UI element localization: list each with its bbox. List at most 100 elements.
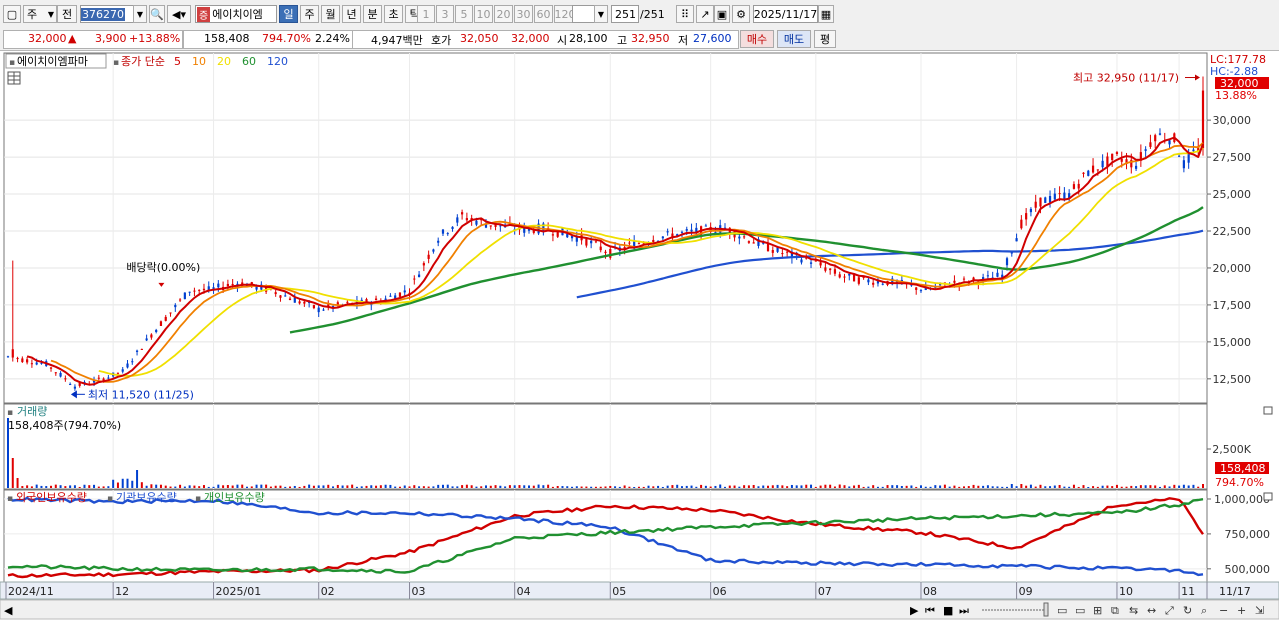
candle-body bbox=[336, 302, 339, 305]
sound-icon[interactable]: ◀▾ bbox=[167, 5, 191, 23]
candle-body bbox=[73, 386, 77, 389]
prev-button[interactable]: 전 bbox=[57, 5, 77, 23]
interval-button-3[interactable]: 3 bbox=[436, 5, 454, 23]
candle-body bbox=[757, 239, 760, 246]
volume-bar bbox=[585, 486, 588, 488]
high-price: 32,950 bbox=[631, 32, 670, 45]
volume-box: 158,408 794.70% 2.24% bbox=[183, 30, 353, 49]
candle-body bbox=[446, 233, 449, 235]
code-dropdown-button[interactable]: ▼ bbox=[133, 5, 147, 23]
buy-button[interactable]: 매수 bbox=[740, 30, 774, 48]
volume-bar bbox=[652, 486, 655, 488]
volume-bar bbox=[977, 485, 980, 488]
volume-bar bbox=[1130, 485, 1133, 488]
volume-bar bbox=[451, 486, 454, 488]
date-value: 2025/11/17 bbox=[753, 7, 818, 21]
tab-period-2[interactable]: 월 bbox=[321, 5, 340, 23]
holdings-legend-1: 기관보유수량 bbox=[116, 491, 177, 504]
sell-button[interactable]: 매도 bbox=[777, 30, 811, 48]
candle-body bbox=[661, 236, 664, 239]
volume-bar bbox=[26, 485, 29, 488]
volume-bar bbox=[370, 485, 373, 488]
x-axis-label: 11/17 bbox=[1219, 585, 1251, 598]
interval-button-20[interactable]: 20 bbox=[494, 5, 513, 23]
pct-badge: 13.88% bbox=[1215, 89, 1257, 102]
volume-bar bbox=[1101, 485, 1104, 488]
view-tool-icon-4: ⇆ bbox=[1129, 604, 1138, 617]
eval-button[interactable]: 평 bbox=[814, 30, 836, 48]
volume-bar bbox=[1015, 486, 1018, 488]
candle-body bbox=[35, 362, 38, 365]
volume-bar bbox=[422, 486, 425, 488]
candle-body bbox=[116, 372, 120, 374]
volume-bar bbox=[1029, 484, 1032, 488]
volume-bar bbox=[795, 485, 798, 488]
volume-bar bbox=[217, 484, 220, 488]
x-axis-label: 12 bbox=[115, 585, 129, 598]
interval-button-120[interactable]: 120 bbox=[554, 5, 576, 23]
candle-body bbox=[69, 384, 72, 386]
candle-body bbox=[532, 229, 535, 233]
volume-bar bbox=[1120, 486, 1123, 488]
volume-bar bbox=[212, 486, 215, 488]
interval-button-60[interactable]: 60 bbox=[534, 5, 553, 23]
volume-bar bbox=[590, 486, 593, 488]
holdings-tick-label: 1,000,000 bbox=[1214, 493, 1270, 506]
hc-label: HC:-2.88 bbox=[1210, 65, 1258, 78]
stock-name-field[interactable]: 증 에이치이엠 bbox=[195, 5, 277, 23]
interval-button-10[interactable]: 10 bbox=[474, 5, 493, 23]
holdings-line-1 bbox=[7, 496, 1204, 577]
interval-button-1[interactable]: 1 bbox=[417, 5, 435, 23]
volume-bar bbox=[680, 486, 683, 488]
price-tick-label: 17,500 bbox=[1213, 299, 1252, 312]
draw-tool-icon[interactable]: ↗ bbox=[696, 5, 714, 23]
candle-body bbox=[59, 372, 62, 377]
date-input[interactable]: 2025/11/17 bbox=[753, 5, 818, 23]
candle-body bbox=[766, 242, 770, 252]
candle-body bbox=[1168, 140, 1171, 145]
tab-period-0[interactable]: 일 bbox=[279, 5, 298, 23]
interval-button-30[interactable]: 30 bbox=[514, 5, 533, 23]
candle-body bbox=[1101, 160, 1104, 168]
volume-bar bbox=[169, 486, 172, 488]
candle-body bbox=[604, 251, 607, 254]
dividend-arrow bbox=[158, 274, 165, 287]
window-icon[interactable]: ▢ bbox=[3, 5, 21, 23]
tab-period-1[interactable]: 주 bbox=[300, 5, 319, 23]
name-badge: 증 bbox=[197, 6, 211, 22]
interval-dropdown[interactable]: ▼ bbox=[594, 5, 608, 23]
grid-icon[interactable]: ⠿ bbox=[676, 5, 694, 23]
save-icon[interactable]: ▣ bbox=[714, 5, 730, 23]
chart-svg[interactable]: 30,000 27,500 25,000 22,500 20,000 17,500 15,0… bbox=[0, 51, 1279, 621]
tab-period-4[interactable]: 분 bbox=[363, 5, 382, 23]
candle-body bbox=[145, 338, 148, 341]
search-icon[interactable]: 🔍 bbox=[149, 5, 165, 23]
gear-icon[interactable]: ⚙ bbox=[732, 5, 750, 23]
candle-body bbox=[771, 249, 774, 253]
volume-bar bbox=[575, 486, 578, 488]
count-input[interactable]: 251 bbox=[611, 5, 639, 23]
code-input[interactable]: 376270 bbox=[80, 5, 136, 23]
candle-body bbox=[107, 377, 110, 379]
volume-bar bbox=[743, 485, 746, 488]
candle-body bbox=[829, 268, 832, 271]
tab-period-3[interactable]: 년 bbox=[342, 5, 361, 23]
volume-bar bbox=[40, 485, 43, 488]
candle-body bbox=[590, 240, 593, 244]
volume-bar bbox=[900, 485, 903, 488]
period-unit-select[interactable]: 주 ▼ bbox=[23, 5, 57, 23]
interval-button-5[interactable]: 5 bbox=[455, 5, 473, 23]
candle-body bbox=[1134, 165, 1138, 169]
volume-bar bbox=[93, 484, 96, 488]
candle-body bbox=[131, 361, 134, 363]
volume-bar bbox=[437, 484, 440, 488]
period-unit-value: 주 bbox=[27, 8, 38, 21]
candle-body bbox=[480, 219, 483, 221]
tab-period-5[interactable]: 초 bbox=[384, 5, 403, 23]
candle-body bbox=[685, 229, 688, 231]
volume-bar bbox=[996, 486, 999, 488]
change-arrow: ▲ bbox=[68, 32, 77, 45]
volume-bar bbox=[714, 485, 717, 488]
open-price: 28,100 bbox=[569, 32, 608, 45]
calendar-icon[interactable]: ▦ bbox=[818, 5, 834, 23]
